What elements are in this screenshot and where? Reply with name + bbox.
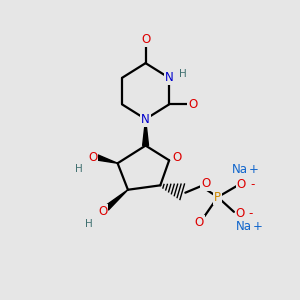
Polygon shape	[142, 119, 148, 146]
Text: +: +	[253, 220, 263, 233]
Text: H: H	[179, 69, 187, 79]
Text: -: -	[250, 178, 254, 191]
Polygon shape	[105, 190, 128, 210]
Text: O: O	[194, 216, 204, 229]
Text: Na: Na	[236, 220, 252, 233]
Text: O: O	[237, 178, 246, 191]
Text: -: -	[249, 207, 253, 220]
Text: O: O	[236, 207, 245, 220]
Text: O: O	[98, 205, 107, 218]
Text: O: O	[173, 152, 182, 164]
Text: H: H	[85, 219, 93, 229]
Text: O: O	[141, 33, 150, 46]
Text: Na: Na	[232, 163, 248, 176]
Text: +: +	[249, 163, 259, 176]
Text: O: O	[201, 177, 211, 190]
Text: P: P	[214, 190, 221, 204]
Text: H: H	[75, 164, 82, 173]
Text: N: N	[165, 71, 173, 84]
Text: N: N	[141, 112, 150, 126]
Text: O: O	[88, 151, 97, 164]
Text: O: O	[188, 98, 197, 111]
Polygon shape	[96, 155, 118, 163]
